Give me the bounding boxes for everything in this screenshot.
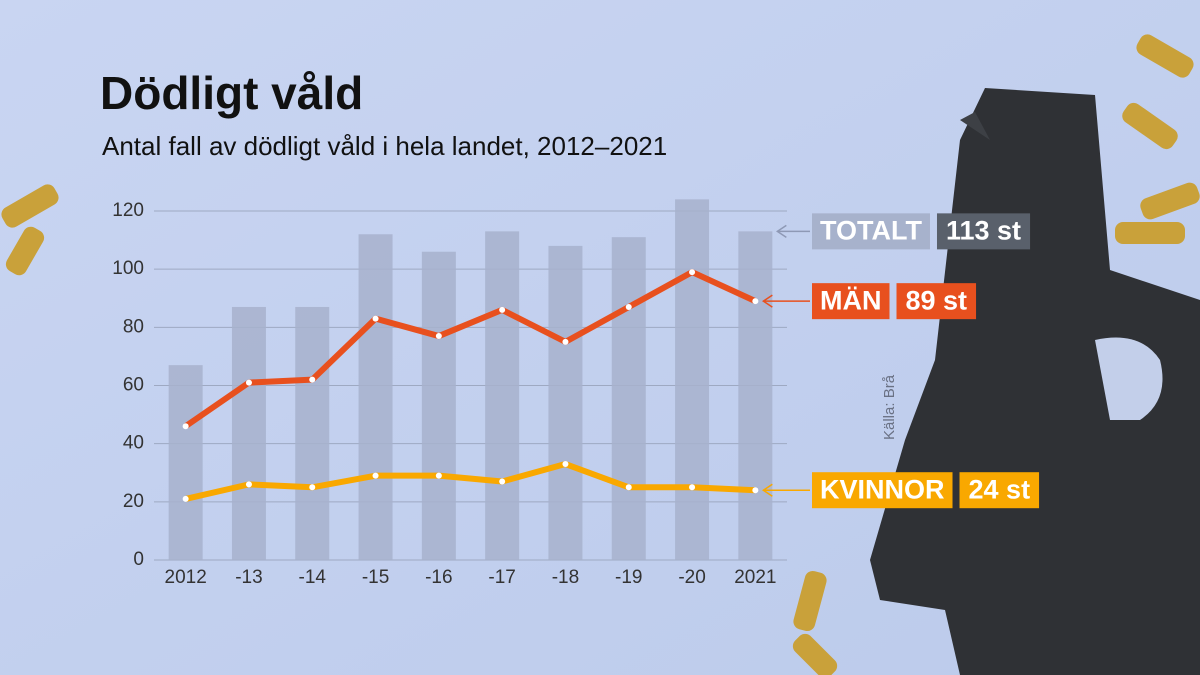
point: [245, 481, 252, 488]
point: [182, 495, 189, 502]
series-name-box: [812, 283, 890, 320]
y-tick-label: 120: [112, 200, 144, 221]
x-tick-label: -16: [425, 567, 452, 588]
point: [689, 484, 696, 491]
bullets: [1, 34, 1200, 675]
point: [245, 379, 252, 386]
point: [182, 423, 189, 430]
line: [184, 461, 756, 502]
point: [435, 333, 442, 340]
x-tick-label: -18: [552, 567, 579, 588]
point: [562, 338, 569, 345]
value-label-box: [959, 472, 1040, 509]
point: [562, 461, 569, 468]
point: [309, 376, 316, 383]
bar: [611, 237, 646, 561]
y-tick-label: 20: [123, 491, 144, 512]
y-tick-label: 0: [133, 549, 144, 570]
point: [625, 484, 632, 491]
bar: [295, 306, 330, 560]
end-label: TOTALT 113 st: [775, 213, 1031, 250]
legend-label: KVINNOR: [820, 474, 945, 504]
bar: [358, 234, 393, 560]
point: [435, 472, 442, 479]
bar: [421, 251, 456, 560]
legend-label: MÄN: [820, 285, 882, 315]
point: [499, 306, 506, 313]
x-tick-label: -15: [362, 567, 389, 588]
y-tick-label: 80: [123, 316, 144, 337]
point: [625, 303, 632, 310]
pointer-head: [761, 483, 773, 497]
bar: [231, 306, 266, 560]
x-tick-label: -19: [615, 567, 642, 588]
value-label-box: [896, 283, 977, 320]
x-tick-label: 2021: [734, 567, 776, 588]
chart-subtitle: Antal fall av dödligt våld i hela landet…: [102, 131, 667, 161]
x-tick-label: -20: [678, 567, 705, 588]
point: [372, 472, 379, 479]
series-name-box: [812, 213, 930, 250]
bar: [675, 199, 710, 560]
value-label: 89 st: [906, 285, 968, 315]
pointer-head: [761, 294, 773, 308]
y-tick-label: 60: [123, 375, 144, 396]
source-note: Källa: Brå: [881, 374, 898, 440]
y-tick-label: 40: [123, 433, 144, 454]
pointer-head: [775, 224, 787, 238]
end-label: KVINNOR 24 st: [761, 472, 1040, 509]
bar: [485, 231, 520, 560]
bar: [548, 245, 583, 560]
end-label: MÄN 89 st: [761, 283, 977, 320]
x-tick-label: -13: [235, 567, 262, 588]
point: [689, 269, 696, 276]
x-tick-label: -17: [488, 567, 515, 588]
point: [752, 487, 759, 494]
line: [183, 269, 757, 429]
value-label: 24 st: [969, 474, 1031, 504]
point: [372, 315, 379, 322]
plot-area: 0 20 40 60 80 100 120 2012 -13 -14 -15 -16 -17 -18 -19…: [112, 199, 1040, 588]
point: [752, 298, 759, 305]
bar: [738, 231, 773, 560]
x-tick-label: -14: [299, 567, 327, 588]
legend-label: TOTALT: [820, 215, 922, 245]
value-label: 113 st: [946, 215, 1021, 245]
bar: [168, 365, 203, 560]
y-tick-label: 100: [112, 258, 144, 279]
point: [499, 478, 506, 485]
point: [309, 484, 316, 491]
series-name-box: [812, 472, 953, 509]
value-label-box: [936, 213, 1031, 250]
x-tick-label: 2012: [165, 567, 207, 588]
chart-title: Dödligt våld: [100, 67, 363, 119]
